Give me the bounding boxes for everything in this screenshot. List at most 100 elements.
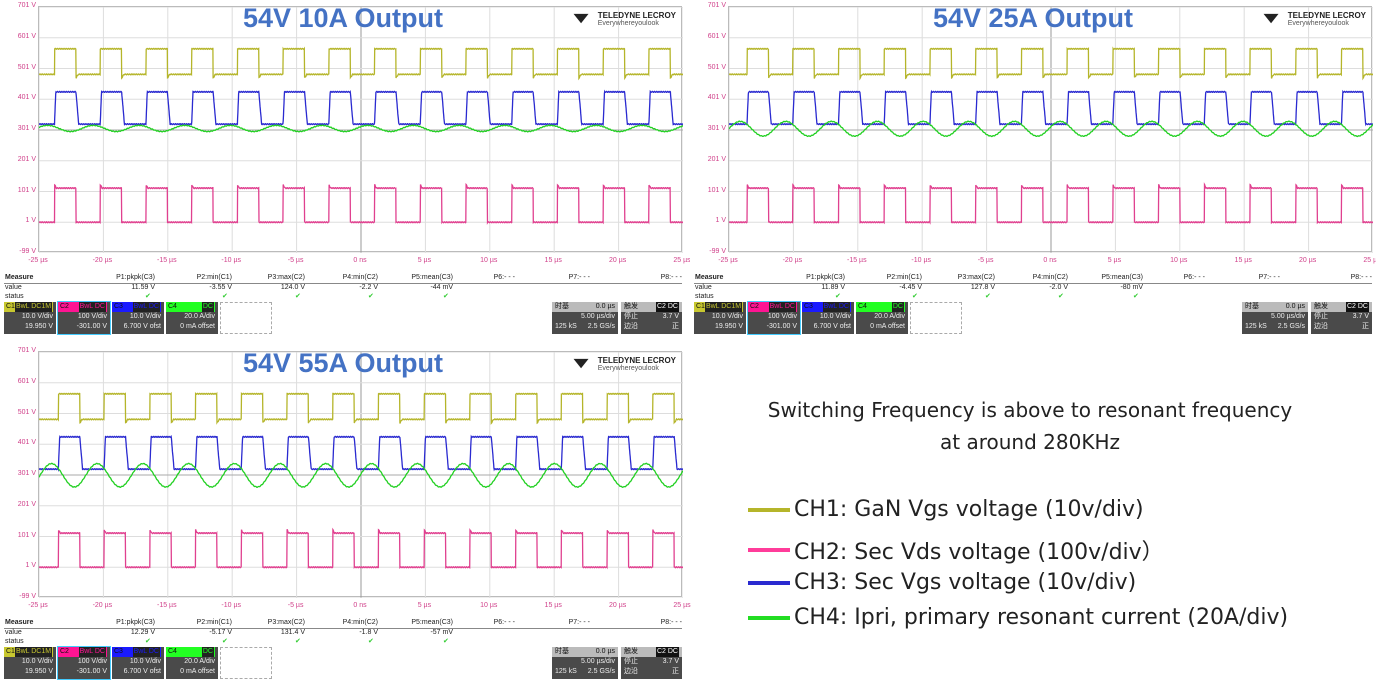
channel-id: C2	[750, 303, 759, 310]
channel-box-c1[interactable]: C1 BwL DC1M 10.0 V/div 19.950 V	[694, 302, 746, 334]
param-label: P1:pkpk(C3)	[116, 619, 155, 626]
channel-offset: -301.00 V	[76, 668, 107, 675]
y-tick-label: 1 V	[715, 217, 726, 225]
param-label: P2:min(C1)	[886, 274, 922, 281]
trigger-label: 触发	[624, 303, 638, 310]
status-check-icon: ✔	[1058, 293, 1064, 300]
channel-box-c1[interactable]: C1 BwL DC1M 10.0 V/div 19.950 V	[4, 302, 56, 334]
x-tick-label: 25 µs	[673, 257, 691, 264]
trigger-box[interactable]: 触发 C2 DC 停止 3.7 V 边沿 正	[621, 302, 682, 334]
measure-header: Measure	[5, 619, 34, 626]
trigger-header: 触发 C2 DC	[1311, 302, 1372, 312]
channel-box-c4[interactable]: C4 DC 20.0 A/div 0 mA offset	[856, 302, 908, 334]
logo-tagline: Everywhereyoulook	[597, 19, 659, 27]
param-label: P7:- - -	[1258, 274, 1280, 281]
trigger-source: C2 DC	[1345, 302, 1369, 312]
legend-text: CH4: Ipri, primary resonant current (20A…	[794, 605, 1289, 630]
trigger-source: C2 DC	[655, 302, 679, 312]
status-check-icon: ✔	[443, 638, 449, 645]
channel-badge: BwL DC1M	[14, 302, 53, 312]
channel-box-c1[interactable]: C1 BwL DC1M 10.0 V/div 19.950 V	[4, 647, 56, 679]
trigger-label: 触发	[624, 648, 638, 655]
channel-offset: -301.00 V	[76, 323, 107, 330]
trace-c4	[38, 462, 684, 489]
param-label: P1:pkpk(C3)	[806, 274, 845, 281]
channel-box-c3[interactable]: C3 BwL DC 10.0 V/div 6.700 V ofst	[112, 302, 164, 334]
channel-box-c2[interactable]: C2 BwL DC 100 V/div -301.00 V	[57, 301, 111, 335]
trace-c3	[38, 434, 684, 473]
param-label: P6:- - -	[1183, 274, 1205, 281]
trace-c1	[38, 391, 684, 425]
param-label: P8:- - -	[660, 619, 682, 626]
value-label: value	[695, 284, 712, 291]
timebase-box[interactable]: 时基 0.0 µs 5.00 µs/div 125 kS 2.5 GS/s	[1242, 302, 1308, 334]
trigger-header: 触发 C2 DC	[621, 302, 682, 312]
trigger-box[interactable]: 触发 C2 DC 停止 3.7 V 边沿 正	[1311, 302, 1372, 334]
y-tick-label: 701 V	[17, 2, 36, 9]
trigger-box[interactable]: 触发 C2 DC 停止 3.7 V 边沿 正	[621, 647, 682, 679]
channel-badge: DC	[201, 302, 214, 312]
timebase-label: 时基	[1245, 303, 1259, 310]
channel-id: C4	[168, 303, 177, 310]
trigger-state: 停止	[1314, 313, 1328, 320]
trace-c4	[39, 124, 683, 133]
empty-channel-slot	[220, 302, 272, 334]
status-check-icon: ✔	[1133, 293, 1139, 300]
measure-value: -57 mV	[430, 629, 453, 636]
y-tick-label: 201 V	[707, 155, 726, 163]
timebase-scale: 5.00 µs/div	[581, 658, 615, 665]
trigger-level: 3.7 V	[662, 313, 679, 320]
panel-title: 54V 55A Output	[242, 348, 444, 378]
waveform-svg	[38, 351, 684, 599]
x-tick-label: -5 µs	[287, 257, 304, 264]
trigger-state: 停止	[624, 313, 638, 320]
y-tick-label: 601 V	[707, 32, 726, 40]
channel-id: C4	[858, 303, 867, 310]
channel-box-c2[interactable]: C2 BwL DC 100 V/div -301.00 V	[57, 646, 111, 680]
status-check-icon: ✔	[368, 293, 374, 300]
logo-brand: TELEDYNE LECROY	[1287, 10, 1366, 20]
x-tick-label: 5 µs	[417, 257, 432, 264]
trace-c1	[728, 46, 1374, 81]
x-tick-label: -10 µs	[221, 257, 241, 264]
status-label: status	[5, 293, 24, 300]
channel-box-c4[interactable]: C4 DC 20.0 A/div 0 mA offset	[166, 647, 218, 679]
x-tick-label: -20 µs	[92, 257, 113, 264]
trigger-row: 边沿 正	[1314, 322, 1369, 332]
panel-title: 54V 10A Output	[242, 3, 444, 33]
timebase-box[interactable]: 时基 0.0 µs 5.00 µs/div 125 kS 2.5 GS/s	[552, 302, 618, 334]
y-tick-label: 701 V	[17, 347, 36, 354]
status-check-icon: ✔	[368, 638, 374, 645]
timebase-scale: 5.00 µs/div	[581, 313, 615, 320]
timebase-samples: 125 kS	[1245, 323, 1267, 330]
channel-id: C4	[168, 648, 177, 655]
timebase-box[interactable]: 时基 0.0 µs 5.00 µs/div 125 kS 2.5 GS/s	[552, 647, 618, 679]
channel-badge: DC	[201, 647, 214, 657]
y-tick-label: -99 V	[709, 248, 726, 255]
channel-badge: BwL DC	[132, 647, 160, 657]
timebase-delay: 0.0 µs	[595, 303, 615, 310]
trigger-row: 停止 3.7 V	[1314, 312, 1369, 322]
channel-offset: 0 mA offset	[870, 323, 905, 330]
channel-box-c4[interactable]: C4 DC 20.0 A/div 0 mA offset	[166, 302, 218, 334]
note-line-2: at around 280KHz	[940, 430, 1120, 454]
x-tick-label: -5 µs	[287, 602, 304, 609]
channel-id: C1	[6, 648, 15, 655]
channel-box-c3[interactable]: C3 BwL DC 10.0 V/div 6.700 V ofst	[802, 302, 854, 334]
x-tick-label: 20 µs	[608, 602, 627, 609]
trace-c4	[728, 120, 1374, 138]
y-tick-label: 1 V	[25, 562, 36, 570]
measure-value: 11.89 V	[821, 284, 845, 291]
channel-box-c3[interactable]: C3 BwL DC 10.0 V/div 6.700 V ofst	[112, 647, 164, 679]
channel-badge: BwL DC1M	[14, 647, 53, 657]
timebase-scale: 5.00 µs/div	[1271, 313, 1305, 320]
timebase-samples: 125 kS	[555, 668, 577, 675]
trace-c2	[38, 527, 684, 570]
y-tick-label: 101 V	[17, 531, 36, 539]
channel-scale: 10.0 V/div	[129, 313, 161, 320]
measure-value: -1.8 V	[359, 629, 378, 636]
y-tick-label: -99 V	[19, 248, 36, 255]
empty-channel-slot	[220, 647, 272, 679]
channel-box-c2[interactable]: C2 BwL DC 100 V/div -301.00 V	[747, 301, 801, 335]
channel-scale: 10.0 V/div	[21, 658, 53, 665]
